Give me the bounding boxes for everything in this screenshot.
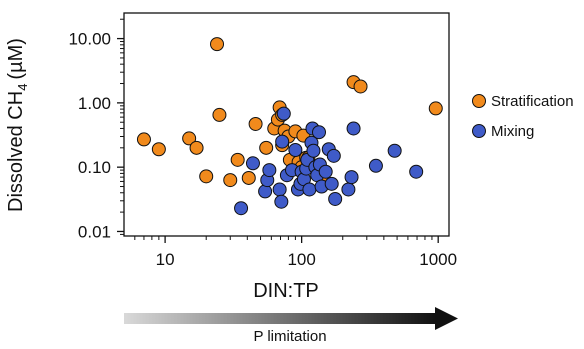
- y-tick-label: 10.00: [68, 30, 111, 49]
- data-point-mixing: [312, 125, 327, 140]
- x-axis: 10 100 1000: [134, 236, 457, 269]
- legend-marker-mixing: [472, 124, 486, 138]
- x-tick-label: 10: [156, 250, 175, 269]
- data-point-mixing: [368, 158, 383, 173]
- legend-item-mixing: Mixing: [472, 123, 534, 140]
- data-point-stratification: [151, 142, 166, 157]
- p-limitation-arrow: P limitation: [124, 307, 458, 345]
- x-tick-label: 1000: [419, 250, 457, 269]
- arrow-head: [435, 307, 458, 330]
- y-tick-label: 1.00: [78, 94, 111, 113]
- data-point-stratification: [230, 152, 245, 167]
- y-axis-title-subscript: 4: [15, 84, 30, 91]
- data-point-mixing: [387, 143, 402, 158]
- data-point-mixing: [346, 121, 361, 136]
- data-point-mixing: [409, 164, 424, 179]
- series-mixing: [234, 106, 424, 216]
- data-point-mixing: [274, 194, 289, 209]
- data-point-stratification: [428, 101, 443, 116]
- legend: Stratification Mixing: [472, 93, 574, 140]
- data-point-mixing: [262, 163, 277, 178]
- x-axis-title: DIN:TP: [253, 280, 319, 302]
- data-point-mixing: [341, 182, 356, 197]
- y-axis-title: Dissolved CH4 (µM): [5, 38, 30, 212]
- y-axis: 0.01 0.10 1.00 10.00: [68, 18, 124, 241]
- data-point-mixing: [344, 170, 359, 185]
- legend-label-mixing: Mixing: [491, 123, 534, 140]
- arrow-shaft: [124, 313, 436, 324]
- data-point-mixing: [318, 164, 333, 179]
- data-point-stratification: [182, 131, 197, 146]
- data-points: [136, 37, 443, 216]
- y-tick-label: 0.01: [78, 222, 111, 241]
- data-point-mixing: [302, 182, 317, 197]
- data-point-stratification: [212, 107, 227, 122]
- y-axis-title-main: Dissolved CH: [5, 91, 27, 212]
- data-point-stratification: [223, 173, 238, 188]
- y-tick-label: 0.10: [78, 158, 111, 177]
- data-point-mixing: [276, 106, 291, 121]
- data-point-stratification: [259, 140, 274, 155]
- data-point-mixing: [234, 201, 249, 216]
- data-point-mixing: [326, 148, 341, 163]
- data-point-stratification: [199, 169, 214, 184]
- legend-marker-stratification: [472, 94, 486, 108]
- data-point-mixing: [245, 156, 260, 171]
- data-point-stratification: [189, 140, 204, 155]
- data-point-stratification: [353, 79, 368, 94]
- data-point-stratification: [241, 170, 256, 185]
- data-point-mixing: [275, 134, 290, 149]
- plot-frame: [123, 12, 450, 237]
- y-axis-title-unit: (µM): [5, 38, 27, 80]
- data-point-mixing: [288, 142, 303, 157]
- data-point-stratification: [210, 37, 225, 52]
- x-tick-label: 100: [287, 250, 315, 269]
- data-point-mixing: [306, 143, 321, 158]
- data-point-stratification: [248, 116, 263, 131]
- data-point-mixing: [328, 191, 343, 206]
- data-point-mixing: [324, 176, 339, 191]
- data-point-stratification: [136, 132, 151, 147]
- arrow-label: P limitation: [253, 328, 326, 344]
- data-point-mixing: [272, 182, 287, 197]
- legend-item-stratification: Stratification: [472, 93, 574, 110]
- legend-label-stratification: Stratification: [491, 93, 574, 110]
- data-point-mixing: [258, 184, 273, 199]
